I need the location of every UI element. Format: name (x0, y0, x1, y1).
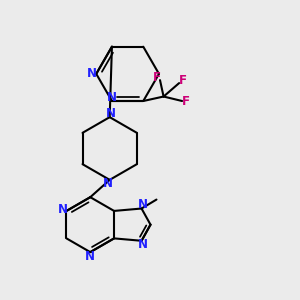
Text: N: N (87, 68, 98, 80)
Text: N: N (58, 203, 68, 216)
Text: N: N (85, 250, 95, 262)
Text: N: N (106, 107, 116, 120)
Text: N: N (137, 238, 147, 251)
Text: N: N (137, 198, 147, 211)
Text: N: N (103, 177, 113, 190)
Text: F: F (182, 94, 190, 107)
Text: F: F (179, 74, 187, 87)
Text: N: N (107, 91, 117, 103)
Text: F: F (152, 71, 160, 84)
